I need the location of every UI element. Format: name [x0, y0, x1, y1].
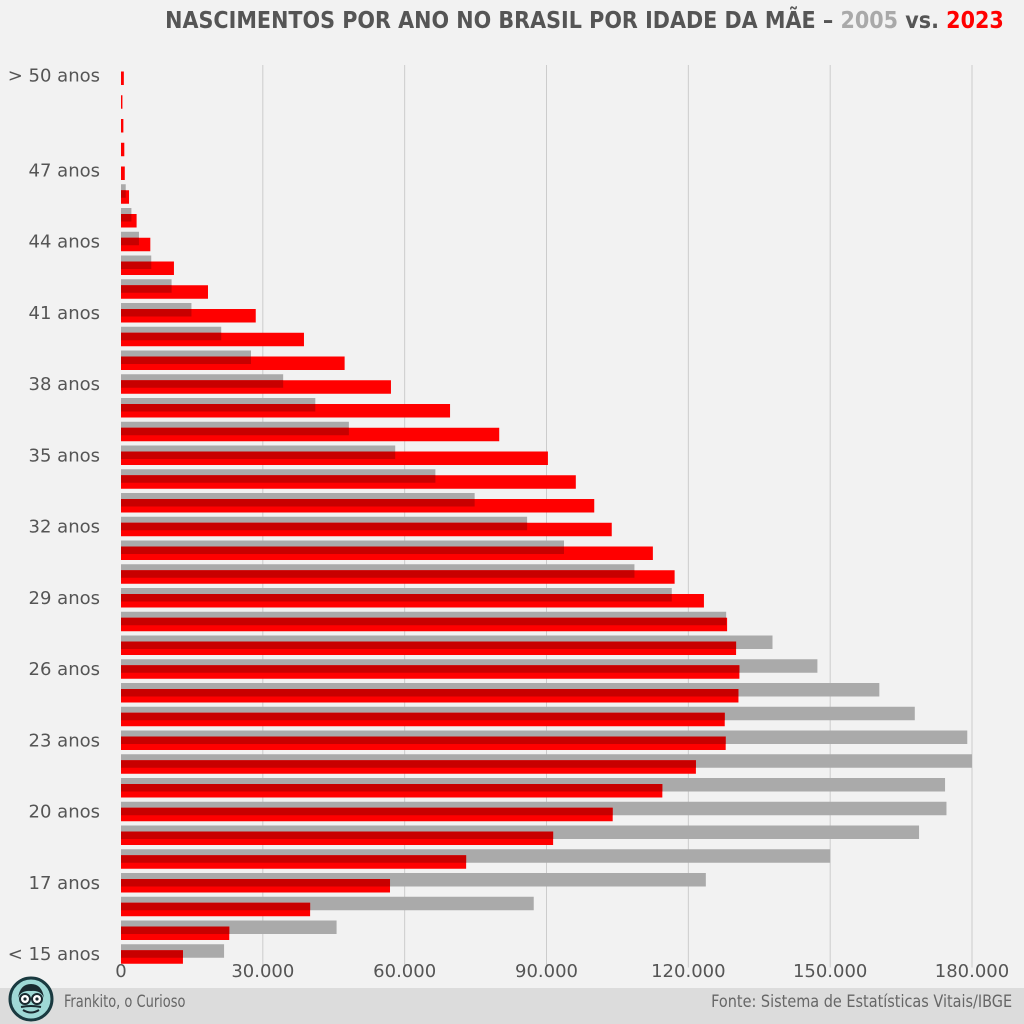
bar-overlap	[121, 736, 726, 744]
chart-title-year-2023: 2023	[946, 8, 1004, 34]
bar-chart: > 50 anos 47 anos 44 anos 41 anos 38 anos 35 …	[8, 65, 1009, 982]
y-tick-label: 38 anos	[29, 374, 100, 395]
x-tick-label: 150.000	[793, 961, 867, 982]
x-tick-label: 180.000	[935, 961, 1009, 982]
bar-overlap	[121, 760, 696, 768]
bar-overlap	[121, 332, 222, 341]
y-tick-label: 47 anos	[29, 160, 100, 181]
y-tick-label: 23 anos	[29, 730, 100, 751]
source-credit: Fonte: Sistema de Estatísticas Vitais/IB…	[710, 992, 1012, 1012]
bar-overlap	[121, 665, 740, 673]
bar-overlap	[121, 712, 725, 721]
y-axis-labels: > 50 anos 47 anos 44 anos 41 anos 38 anos 35 …	[8, 65, 100, 965]
chart-title: NASCIMENTOS POR ANO NO BRASIL POR IDADE …	[165, 8, 1004, 34]
bar-overlap	[121, 807, 613, 816]
bar-2023	[121, 95, 123, 109]
bar-overlap	[121, 522, 528, 531]
bar-overlap	[121, 594, 672, 602]
bar-overlap	[121, 356, 252, 364]
bar-overlap	[121, 617, 727, 626]
chart-title-prefix: NASCIMENTOS POR ANO NO BRASIL POR IDADE …	[165, 8, 834, 34]
bar-2023	[121, 166, 125, 180]
bar-overlap	[121, 902, 311, 911]
x-tick-label: 90.000	[515, 961, 578, 982]
y-tick-label: 20 anos	[29, 802, 100, 823]
bar-overlap	[121, 214, 132, 222]
bar-overlap	[121, 950, 183, 958]
bar-overlap	[121, 879, 391, 887]
x-tick-label: 120.000	[651, 961, 725, 982]
bar-overlap	[121, 784, 663, 792]
bar-overlap	[121, 499, 475, 507]
author-credit: Frankito, o Curioso	[64, 992, 186, 1012]
y-tick-label: 35 anos	[29, 445, 100, 466]
y-tick-label: 29 anos	[29, 588, 100, 609]
bar-overlap	[121, 546, 564, 554]
bar-overlap	[121, 427, 349, 436]
y-tick-label: 32 anos	[29, 517, 100, 538]
bar-2023	[121, 142, 125, 157]
footer-bar	[0, 988, 1024, 1024]
bars	[121, 71, 972, 964]
bar-2023	[121, 71, 124, 85]
y-tick-label: 26 anos	[29, 659, 100, 680]
bar-overlap	[121, 285, 172, 293]
x-tick-label: 0	[115, 961, 126, 982]
frankito-avatar-icon	[8, 976, 54, 1022]
bar-overlap	[121, 641, 737, 649]
bar-overlap	[121, 237, 139, 246]
chart-title-vs: vs.	[905, 8, 940, 34]
bar-overlap	[121, 404, 316, 412]
bar-overlap	[121, 689, 739, 697]
bar-overlap	[121, 475, 436, 483]
y-tick-label: 17 anos	[29, 873, 100, 894]
bar-overlap	[121, 261, 152, 269]
bar-overlap	[121, 570, 635, 578]
x-tick-label: 60.000	[373, 961, 436, 982]
bar-overlap	[121, 309, 192, 317]
bar-overlap	[121, 855, 467, 863]
y-tick-label: 44 anos	[29, 232, 100, 253]
y-tick-label: < 15 anos	[8, 944, 100, 965]
bar-overlap	[121, 380, 284, 388]
bar-2023	[121, 119, 124, 133]
y-tick-label: 41 anos	[29, 303, 100, 324]
bar-overlap	[121, 190, 126, 198]
x-tick-label: 30.000	[231, 961, 294, 982]
y-tick-label: > 50 anos	[8, 65, 100, 86]
x-axis-labels: 0 30.000 60.000 90.000 120.000 150.000 180.000	[115, 961, 1009, 982]
bar-overlap	[121, 451, 396, 459]
bar-overlap	[121, 926, 230, 934]
chart-title-year-2005: 2005	[840, 8, 899, 34]
bar-overlap	[121, 831, 554, 839]
